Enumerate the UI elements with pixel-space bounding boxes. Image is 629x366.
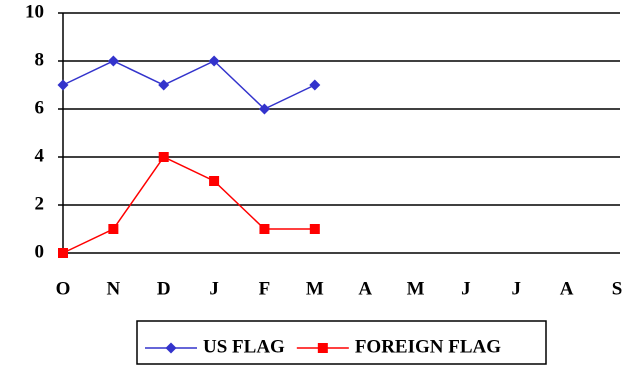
series-line bbox=[62, 60, 316, 110]
data-point bbox=[158, 79, 170, 91]
x-tick-label: M bbox=[306, 278, 324, 299]
x-tick-label: J bbox=[461, 278, 471, 299]
data-point bbox=[309, 79, 321, 91]
legend-label: FOREIGN FLAG bbox=[355, 336, 501, 357]
series-line bbox=[62, 156, 315, 254]
legend-label: US FLAG bbox=[203, 336, 285, 357]
x-tick-label: O bbox=[56, 278, 71, 299]
legend-box bbox=[136, 320, 547, 365]
data-point bbox=[107, 55, 119, 67]
y-tick-label: 2 bbox=[35, 193, 45, 214]
data-point bbox=[158, 152, 169, 162]
x-tick-label: J bbox=[209, 278, 219, 299]
data-point bbox=[108, 224, 119, 234]
x-tick-label: D bbox=[157, 278, 171, 299]
data-point bbox=[58, 248, 68, 258]
x-tick-label: J bbox=[512, 278, 522, 299]
x-tick-label: F bbox=[259, 278, 271, 299]
data-point bbox=[208, 55, 220, 67]
legend-marker bbox=[317, 343, 328, 353]
y-tick-label: 6 bbox=[35, 97, 45, 118]
x-tick-label: N bbox=[106, 278, 120, 299]
x-tick-label: M bbox=[407, 278, 425, 299]
y-tick-label: 0 bbox=[35, 241, 45, 262]
data-point bbox=[309, 224, 320, 234]
y-tick-label: 10 bbox=[25, 1, 44, 22]
x-tick-label: A bbox=[560, 278, 574, 299]
legend-marker bbox=[165, 342, 177, 354]
data-point bbox=[258, 103, 270, 115]
data-point bbox=[259, 224, 270, 234]
y-tick-label: 8 bbox=[35, 49, 45, 70]
data-point bbox=[57, 79, 69, 91]
data-point bbox=[209, 176, 220, 186]
y-tick-label: 4 bbox=[35, 145, 45, 166]
x-tick-label: S bbox=[612, 278, 623, 299]
x-tick-label: A bbox=[358, 278, 372, 299]
